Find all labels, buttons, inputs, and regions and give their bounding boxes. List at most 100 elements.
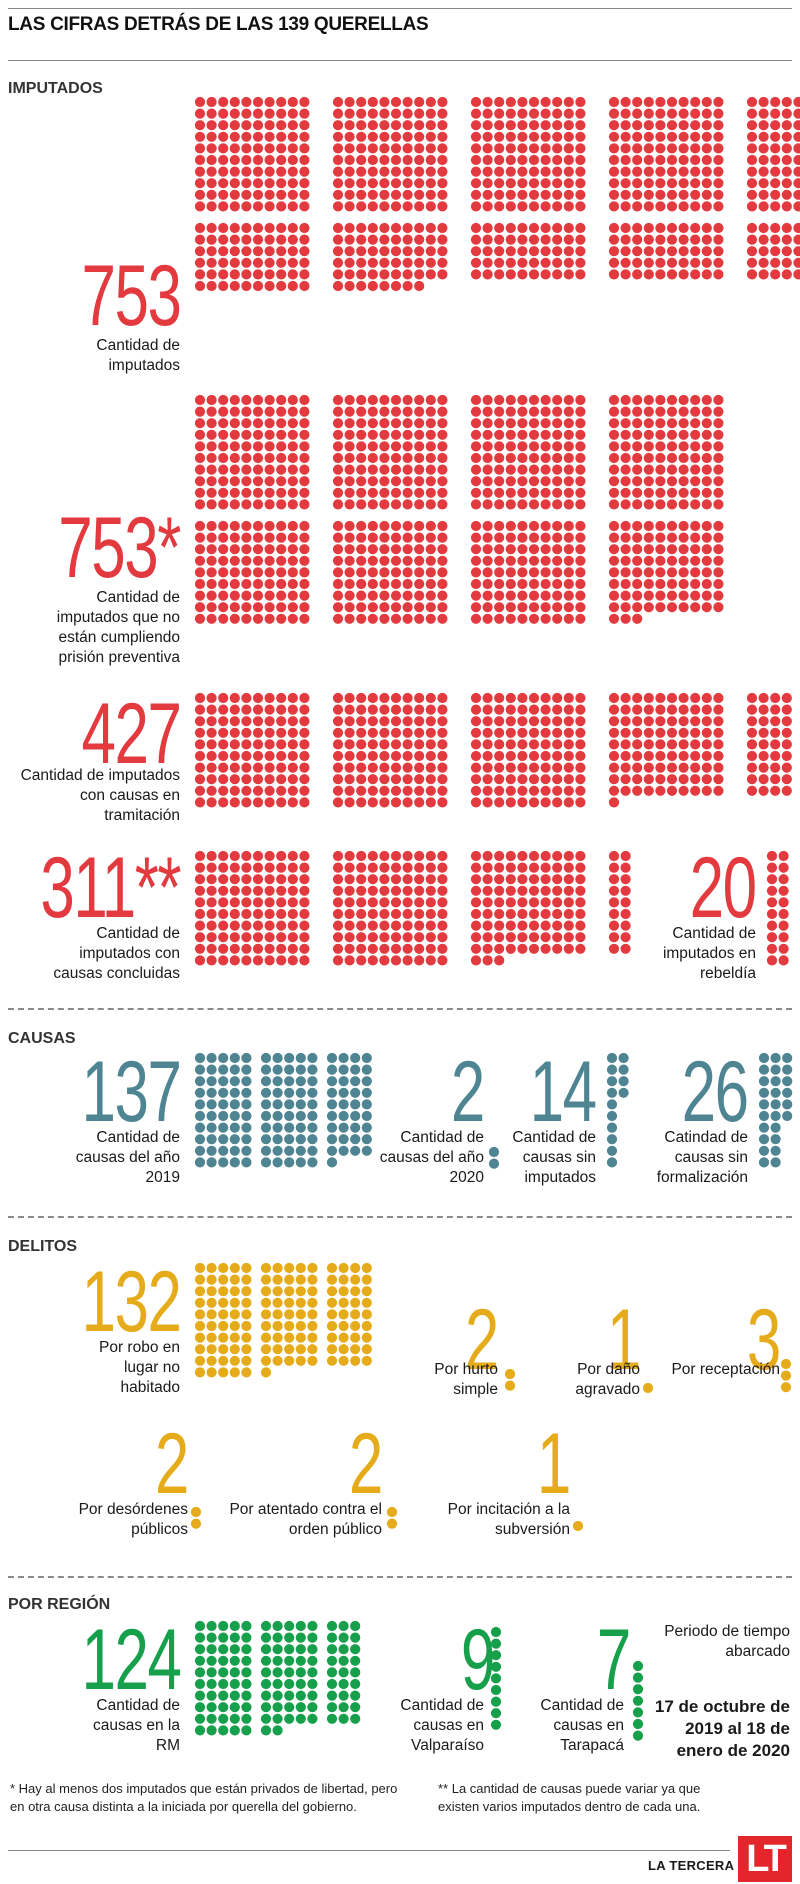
- dot: [332, 487, 344, 498]
- dot: [575, 394, 586, 406]
- dot: [482, 692, 493, 704]
- dot: [632, 441, 643, 452]
- dot: [655, 452, 666, 464]
- dot: [260, 1064, 272, 1075]
- dot: [517, 750, 528, 762]
- dot: [299, 704, 310, 715]
- dot: [701, 108, 712, 119]
- dot: [390, 774, 402, 785]
- dot: [494, 797, 505, 808]
- dot: [540, 166, 551, 177]
- dot: [402, 520, 413, 532]
- dot: [690, 234, 701, 245]
- stat-value-receptacion: 3: [746, 1292, 781, 1388]
- dot: [482, 716, 493, 727]
- dot: [552, 189, 563, 200]
- dot: [778, 862, 789, 873]
- dot: [229, 441, 240, 452]
- dot: [276, 762, 287, 773]
- dot: [272, 1713, 283, 1724]
- dot: [344, 487, 355, 498]
- dot: [770, 774, 781, 785]
- dot: [713, 143, 724, 154]
- dot: [332, 178, 344, 189]
- dot: [367, 499, 378, 510]
- dot: [575, 785, 586, 796]
- dot: [678, 269, 689, 280]
- dot: [540, 555, 551, 566]
- dot: [218, 178, 229, 189]
- dot: [517, 739, 528, 750]
- dot: [295, 1620, 306, 1632]
- dot: [540, 578, 551, 590]
- dot: [690, 257, 701, 268]
- dot: [264, 246, 275, 257]
- dot: [299, 476, 310, 487]
- dot: [690, 716, 701, 727]
- dot: [552, 774, 563, 785]
- dot: [379, 532, 390, 543]
- dot: [299, 885, 310, 896]
- dot: [194, 1713, 206, 1724]
- dot: [690, 487, 701, 498]
- dot: [490, 1708, 502, 1719]
- dot: [402, 234, 413, 245]
- dot: [632, 143, 643, 154]
- dot: [632, 464, 643, 475]
- dot: [344, 716, 355, 727]
- dot: [666, 108, 678, 119]
- dot: [770, 692, 781, 704]
- dot: [252, 499, 264, 510]
- dot: [402, 908, 413, 920]
- dot: [690, 590, 701, 601]
- dot: [643, 418, 654, 429]
- dot: [643, 189, 654, 200]
- dot: [252, 201, 264, 212]
- dot: [678, 567, 689, 578]
- dot: [666, 774, 678, 785]
- dot: [229, 874, 240, 885]
- dot: [552, 476, 563, 487]
- dot: [241, 418, 252, 429]
- dot: [620, 418, 631, 429]
- dot: [505, 120, 516, 131]
- dot: [241, 739, 252, 750]
- dot: [563, 120, 574, 131]
- dot: [505, 532, 516, 543]
- dot: [402, 178, 413, 189]
- dot: [575, 257, 586, 268]
- dot: [390, 499, 402, 510]
- dot: [437, 452, 448, 464]
- dot: [528, 932, 540, 943]
- dot: [713, 602, 724, 613]
- dot: [361, 1344, 372, 1355]
- dot: [361, 1332, 372, 1343]
- dot: [425, 246, 436, 257]
- dot: [701, 567, 712, 578]
- dot: [229, 96, 240, 108]
- dot: [620, 750, 631, 762]
- dot: [332, 246, 344, 257]
- dot: [552, 727, 563, 738]
- dot: [620, 234, 631, 245]
- dot: [666, 464, 678, 475]
- dot: [713, 452, 724, 464]
- dot: [643, 555, 654, 566]
- dot: [241, 1099, 252, 1110]
- dot: [218, 1274, 229, 1285]
- dot: [608, 613, 620, 624]
- dot: [505, 131, 516, 142]
- dot: [620, 897, 631, 908]
- dot: [218, 108, 229, 119]
- dot: [344, 797, 355, 808]
- stat-value-causas-2020: 2: [450, 1044, 485, 1140]
- dot: [206, 1367, 217, 1378]
- dot: [494, 429, 505, 440]
- dot: [678, 704, 689, 715]
- dot: [437, 464, 448, 475]
- dot: [701, 578, 712, 590]
- dot: [425, 131, 436, 142]
- dot: [494, 578, 505, 590]
- dot: [264, 785, 275, 796]
- dot: [295, 1644, 306, 1655]
